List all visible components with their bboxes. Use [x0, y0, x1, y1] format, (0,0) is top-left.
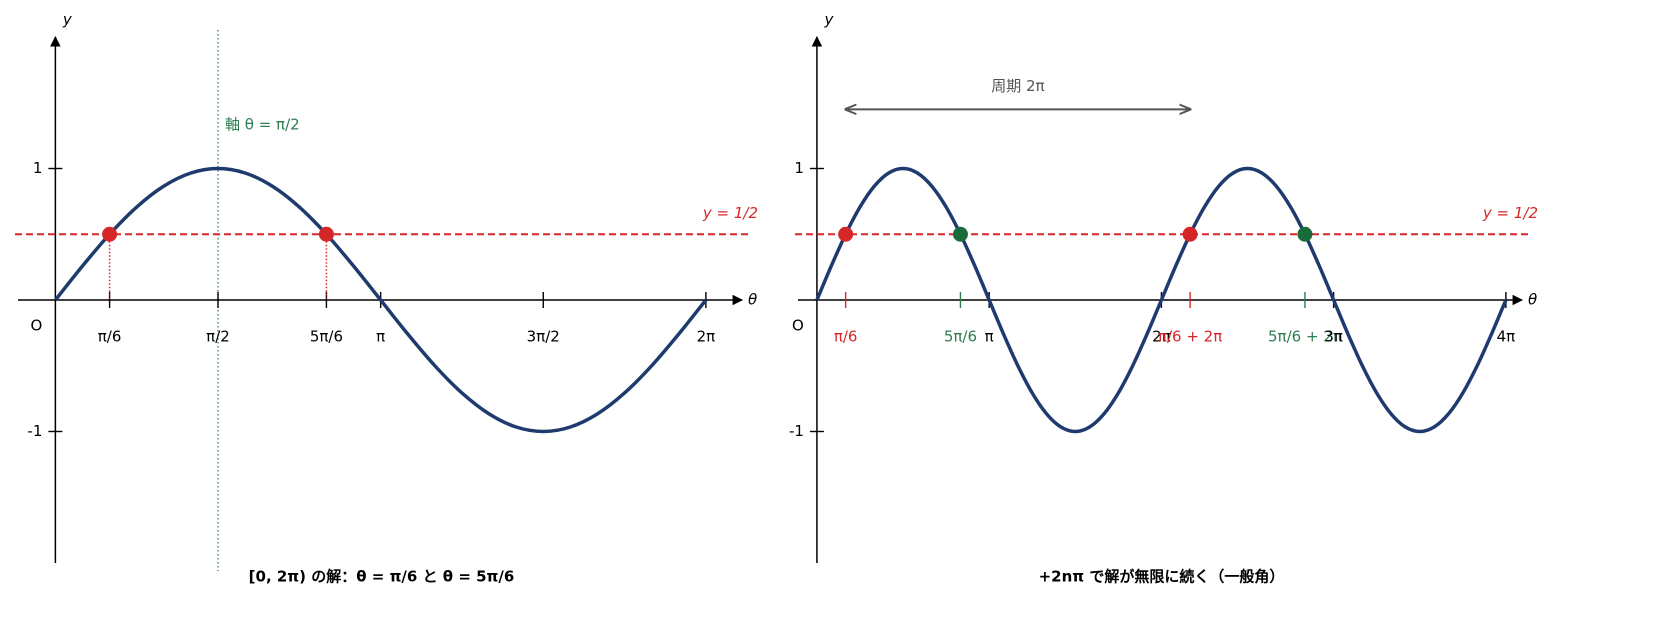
- x-tick-label: π/6: [834, 328, 858, 346]
- y-axis-label: y: [62, 11, 73, 29]
- x-tick-label: 2π: [1152, 328, 1171, 346]
- x-tick-label: 5π/6 + 2π: [1268, 328, 1342, 346]
- origin-label: O: [30, 317, 42, 335]
- x-tick-label: π/2: [206, 328, 230, 346]
- reference-line-label: y = 1/2: [702, 204, 758, 222]
- sine-curve: [815, 166, 1508, 434]
- x-tick-label: π: [376, 328, 385, 346]
- x-tick-label: 2π: [697, 328, 716, 346]
- reference-line-label: y = 1/2: [1482, 204, 1538, 222]
- x-tick-label: 5π/6: [310, 328, 343, 346]
- x-tick-label: π/6: [98, 328, 122, 346]
- period-label: 周期 2π: [991, 77, 1044, 95]
- x-tick-label: 5π/6: [944, 328, 977, 346]
- origin-label: O: [792, 317, 804, 335]
- solution-point: [838, 226, 854, 242]
- x-axis-label: θ: [1528, 291, 1537, 309]
- y-tick-label: -1: [27, 422, 42, 440]
- x-tick-label: π/6 + 2π: [1158, 328, 1222, 346]
- x-axis-label: θ: [748, 291, 757, 309]
- solution-point: [952, 226, 968, 242]
- x-tick-label: 4π: [1497, 328, 1516, 346]
- sine-curve: [54, 166, 708, 434]
- solution-point: [1297, 226, 1313, 242]
- solution-point: [1182, 226, 1198, 242]
- y-axis-label: y: [823, 11, 834, 29]
- chart-caption: +2nπ で解が無限に続く（一般角）: [1039, 568, 1285, 586]
- x-tick-label: 3π: [1324, 328, 1343, 346]
- solution-point: [318, 226, 334, 242]
- y-tick-label: -1: [789, 422, 804, 440]
- y-tick-label: 1: [794, 159, 804, 177]
- axis-of-symmetry-label: 軸 θ = π/2: [225, 116, 300, 134]
- x-tick-label: π: [985, 328, 994, 346]
- y-tick-label: 1: [33, 159, 43, 177]
- x-tick-label: 3π/2: [527, 328, 560, 346]
- solution-point: [102, 226, 118, 242]
- chart-caption: [0, 2π) の解：θ = π/6 と θ = 5π/6: [249, 568, 515, 586]
